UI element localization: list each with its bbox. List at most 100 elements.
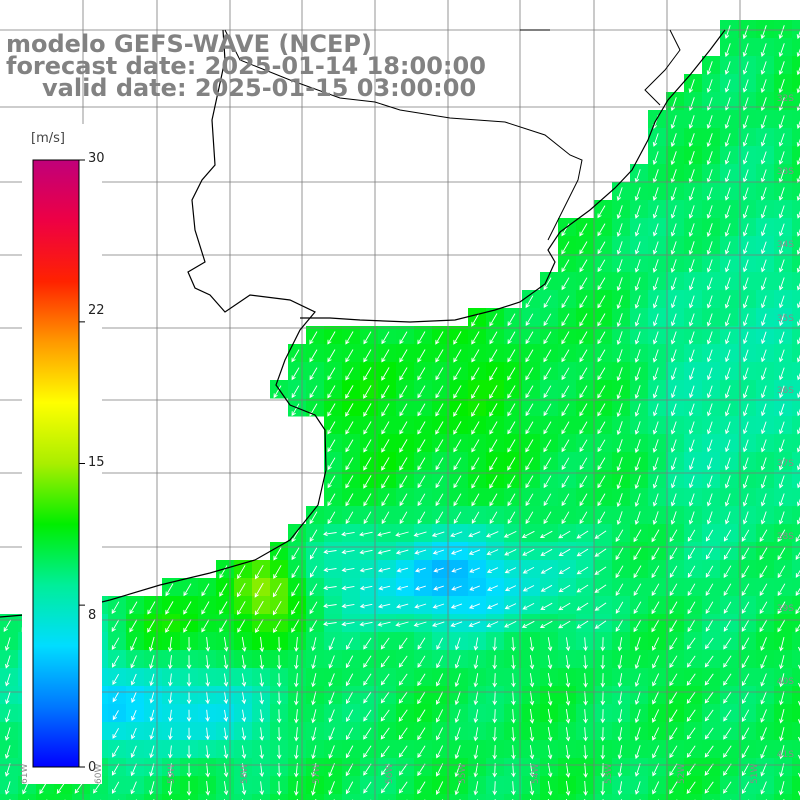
wind-arrow	[511, 763, 516, 778]
field-cell	[792, 146, 800, 165]
field-cell	[36, 794, 55, 800]
wind-arrow	[111, 763, 120, 776]
wind-arrow	[147, 619, 156, 633]
wind-arrow	[561, 511, 570, 525]
wind-arrow	[363, 709, 372, 722]
wind-arrow	[652, 205, 659, 219]
wind-arrow	[276, 781, 282, 796]
wind-arrow	[341, 549, 355, 555]
wind-arrow	[759, 601, 768, 614]
wind-arrow	[705, 547, 714, 560]
field-cell	[162, 794, 181, 800]
wind-arrow	[565, 780, 571, 796]
wind-arrow	[687, 601, 696, 615]
wind-arrow	[706, 151, 713, 166]
wind-arrow	[779, 403, 785, 417]
wind-arrow	[760, 763, 767, 777]
wind-arrow	[796, 498, 800, 507]
wind-arrow	[186, 673, 192, 687]
wind-arrow	[241, 745, 247, 760]
wind-arrow	[417, 691, 426, 705]
wind-arrow	[670, 331, 677, 345]
wind-arrow	[205, 781, 211, 796]
wind-arrow	[797, 682, 800, 688]
wind-arrow	[561, 457, 570, 470]
wind-arrow	[345, 493, 354, 507]
wind-arrow	[760, 349, 767, 363]
wind-arrow	[399, 421, 408, 435]
wind-arrow	[760, 295, 767, 309]
longitude-label: 53W	[604, 763, 614, 784]
wind-arrow	[417, 493, 426, 507]
wind-arrow	[761, 313, 767, 327]
wind-arrow	[395, 549, 409, 555]
wind-arrow	[617, 637, 623, 652]
wind-arrow	[796, 354, 800, 363]
wind-arrow	[688, 475, 695, 489]
wind-arrow	[688, 421, 695, 435]
wind-arrow	[778, 439, 785, 453]
wind-arrow	[417, 475, 426, 489]
wind-arrow	[652, 331, 659, 345]
wind-arrow	[669, 565, 678, 578]
wind-arrow	[363, 655, 372, 668]
wind-arrow	[688, 133, 695, 148]
wind-arrow	[742, 115, 749, 129]
wind-arrow	[398, 655, 408, 668]
wind-arrow	[670, 151, 677, 166]
wind-arrow	[328, 781, 335, 796]
wind-arrow	[616, 385, 623, 400]
wind-arrow	[670, 187, 677, 201]
wind-arrow	[688, 151, 695, 166]
wind-arrow	[453, 367, 462, 381]
wind-arrow	[760, 691, 767, 705]
wind-arrow	[327, 385, 336, 399]
wind-arrow	[724, 223, 731, 237]
wind-arrow	[760, 133, 767, 147]
wind-arrow	[723, 637, 732, 650]
wind-arrow	[634, 259, 641, 273]
wind-arrow	[130, 655, 137, 669]
wind-arrow	[165, 583, 174, 597]
wind-arrow	[529, 708, 535, 724]
wind-arrow	[529, 691, 535, 706]
wind-arrow	[634, 349, 641, 363]
wind-arrow	[489, 331, 498, 345]
wind-arrow	[543, 511, 552, 525]
wind-arrow	[778, 79, 785, 94]
wind-arrow	[396, 585, 409, 591]
wind-arrow	[576, 566, 589, 575]
wind-arrow	[525, 349, 534, 363]
wind-arrow	[777, 601, 786, 615]
wind-arrow	[597, 511, 606, 525]
wind-arrow	[600, 781, 606, 796]
wind-arrow	[543, 385, 552, 399]
wind-arrow	[706, 223, 713, 238]
wind-arrow	[579, 223, 588, 237]
field-cell	[792, 182, 800, 201]
wind-arrow	[486, 621, 499, 628]
wind-arrow	[543, 349, 552, 363]
wind-arrow	[511, 637, 516, 652]
wind-arrow	[327, 511, 336, 525]
wind-arrow	[688, 295, 695, 309]
wind-arrow	[704, 673, 714, 686]
wind-arrow	[525, 439, 534, 453]
wind-arrow	[396, 603, 409, 609]
wind-arrow	[345, 511, 354, 525]
wind-arrow	[241, 636, 247, 652]
wind-arrow	[689, 385, 695, 399]
wind-arrow	[323, 585, 337, 591]
wind-arrow	[615, 619, 624, 632]
wind-arrow	[4, 781, 11, 795]
wind-arrow	[778, 457, 785, 471]
wind-arrow	[651, 583, 660, 596]
wind-arrow	[561, 331, 570, 345]
wind-arrow	[345, 781, 354, 795]
wind-arrow	[345, 763, 354, 777]
wind-arrow	[759, 547, 768, 561]
wind-arrow	[504, 549, 517, 556]
wind-arrow	[359, 621, 373, 627]
